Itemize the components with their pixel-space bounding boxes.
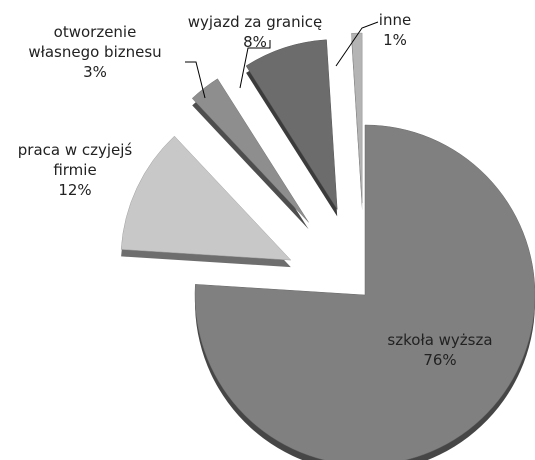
leader-line — [239, 40, 271, 89]
category-label: praca w czyjejś firmie — [17, 141, 133, 179]
value-label: 8% — [243, 33, 267, 51]
pie-slice — [120, 135, 292, 261]
pie-slice — [245, 39, 338, 210]
slice-label: inne 1% — [370, 10, 420, 50]
category-label: inne — [378, 11, 412, 29]
category-label: wyjazd za granicę — [187, 13, 323, 31]
category-label: szkoła wyższa — [387, 331, 493, 349]
leader-line — [335, 21, 379, 67]
slice-label: otworzenie własnego biznesu 3% — [20, 22, 170, 82]
value-label: 3% — [83, 63, 107, 81]
value-label: 12% — [58, 181, 92, 199]
category-label: otworzenie własnego biznesu — [28, 23, 162, 61]
value-label: 76% — [423, 351, 457, 369]
pie-slice — [191, 78, 309, 223]
leader-line — [185, 61, 206, 99]
slice-label: praca w czyjejś firmie 12% — [5, 140, 145, 200]
pie-slice — [194, 124, 535, 460]
value-label: 1% — [383, 31, 407, 49]
slice-label: szkoła wyższa 76% — [380, 330, 500, 370]
pie-slice — [351, 32, 363, 204]
slice-label: wyjazd za granicę 8% — [175, 12, 335, 52]
